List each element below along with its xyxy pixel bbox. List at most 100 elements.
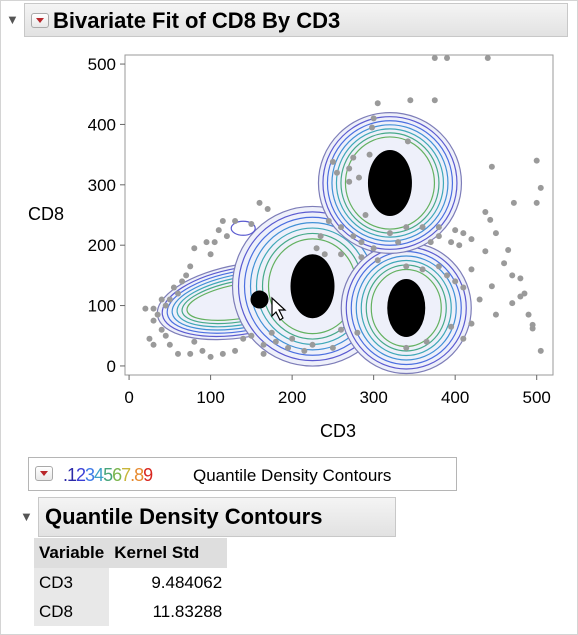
collapse-triangle-icon[interactable]: ▼ — [6, 12, 19, 27]
data-point — [187, 350, 194, 357]
contour-line — [230, 220, 256, 236]
data-point — [366, 151, 373, 158]
data-point — [162, 332, 169, 339]
cluster-blob — [367, 150, 412, 216]
data-point — [268, 329, 275, 336]
data-point — [191, 338, 198, 345]
data-point — [354, 329, 361, 336]
data-point — [460, 335, 467, 342]
cluster-blob — [387, 278, 426, 337]
data-point — [482, 208, 489, 215]
x-tick-label: 400 — [441, 388, 469, 407]
table-row: CD3 9.484062 — [34, 568, 227, 597]
data-point — [492, 311, 499, 318]
data-point — [448, 239, 455, 246]
y-tick-label: 200 — [88, 236, 116, 255]
data-point — [468, 320, 475, 327]
data-point — [150, 317, 157, 324]
y-tick-label: 0 — [107, 357, 116, 376]
data-point — [219, 350, 226, 357]
data-point — [404, 138, 411, 145]
legend-red-triangle-icon[interactable] — [35, 466, 53, 481]
data-point — [350, 154, 357, 161]
data-point — [529, 325, 536, 332]
cell-variable: CD8 — [34, 597, 110, 626]
contour-line — [344, 136, 436, 230]
data-point — [174, 290, 181, 297]
data-point — [240, 335, 247, 342]
legend-label: Quantile Density Contours — [193, 466, 392, 485]
y-axis: 0 100 200 300 400 500 — [88, 55, 125, 376]
data-point — [484, 55, 491, 62]
data-point — [537, 347, 544, 354]
quantile-digit-scale: .1234567.89 — [63, 465, 153, 486]
data-point — [199, 347, 206, 354]
data-point — [423, 338, 430, 345]
data-point — [468, 266, 475, 273]
data-point — [215, 227, 222, 234]
data-point — [346, 165, 353, 172]
data-point — [321, 251, 328, 258]
data-point — [358, 239, 365, 246]
data-point — [219, 218, 226, 225]
data-point — [358, 254, 365, 261]
report-title: Bivariate Fit of CD8 By CD3 — [53, 8, 341, 33]
data-point — [505, 247, 512, 254]
data-point — [191, 245, 198, 252]
data-point — [427, 239, 434, 246]
outline-title-box: Bivariate Fit of CD8 By CD3 — [24, 3, 568, 37]
contour-legend: .1234567.89 Quantile Density Contours — [28, 457, 457, 491]
quantile-digit: .1 — [63, 465, 77, 485]
data-point — [460, 284, 467, 291]
contour-line — [335, 128, 445, 238]
y-tick-label: 300 — [88, 176, 116, 195]
data-point — [476, 296, 483, 303]
section-collapse-triangle-icon[interactable]: ▼ — [20, 509, 33, 524]
data-point — [403, 263, 410, 270]
quantile-digit: 4 — [94, 465, 104, 485]
quantile-digit: 9 — [143, 465, 153, 485]
section-title: Quantile Density Contours — [45, 504, 323, 529]
y-tick-label: 500 — [88, 55, 116, 74]
data-point — [488, 163, 495, 170]
table-row: CD8 11.83288 — [34, 597, 227, 626]
cluster-blob — [290, 254, 335, 319]
data-point — [289, 335, 296, 342]
col-header-kernel-std: Kernel Std — [109, 538, 228, 568]
contour-line — [355, 255, 457, 361]
data-point — [456, 242, 463, 249]
data-point — [260, 350, 267, 357]
data-point — [256, 199, 263, 206]
data-point — [333, 169, 340, 176]
x-axis: 0 100 200 300 400 500 — [124, 375, 551, 407]
data-point — [317, 233, 324, 240]
contour-line — [322, 116, 458, 250]
data-point — [395, 239, 402, 246]
x-tick-label: 100 — [196, 388, 224, 407]
data-point — [517, 275, 524, 282]
data-point — [146, 335, 153, 342]
data-point — [174, 350, 181, 357]
data-point — [338, 251, 345, 258]
data-point — [369, 124, 376, 131]
data-point — [325, 218, 332, 225]
cell-variable: CD3 — [34, 568, 110, 597]
data-point — [362, 212, 369, 218]
data-point — [272, 338, 279, 345]
data-point — [150, 341, 157, 348]
data-point — [232, 347, 239, 354]
kernel-std-table: Variable Kernel Std CD3 9.484062 CD8 11.… — [34, 538, 228, 626]
x-tick-label: 300 — [359, 388, 387, 407]
y-tick-label: 400 — [88, 115, 116, 134]
data-point — [448, 323, 455, 330]
data-point — [517, 293, 524, 300]
data-point — [166, 296, 173, 303]
data-point — [452, 278, 459, 285]
data-point — [260, 341, 267, 348]
quantile-digit: 2 — [76, 465, 86, 485]
red-triangle-menu-icon[interactable] — [31, 13, 49, 28]
data-point — [223, 233, 230, 240]
data-point — [487, 216, 494, 223]
quantile-digit: 6 — [112, 465, 122, 485]
data-point — [158, 326, 165, 333]
